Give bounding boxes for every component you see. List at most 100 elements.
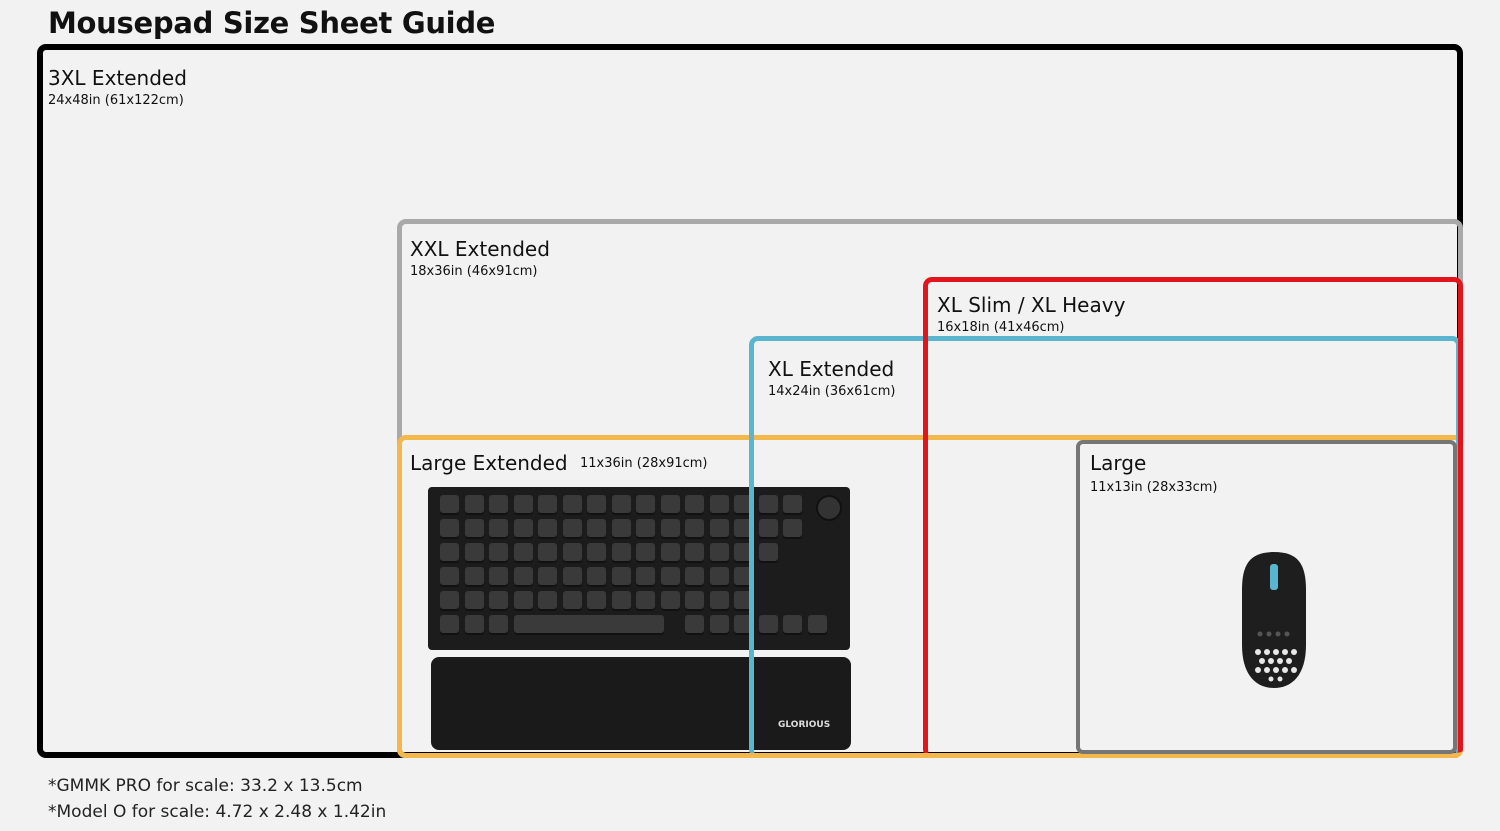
keyboard-key: [636, 567, 655, 585]
keyboard-key: [513, 567, 533, 585]
keyboard-key: [538, 519, 557, 537]
keyboard-key: [709, 519, 729, 537]
keyboard-key: [734, 495, 753, 513]
mouse-image: [1242, 552, 1306, 688]
keyboard-key: [587, 567, 606, 585]
keyboard-key: [513, 543, 533, 561]
size-xl-extended-label: XL Extended: [768, 357, 895, 381]
keyboard-key: [758, 615, 778, 633]
keyboard-knob: [816, 495, 842, 521]
footnote-keyboard-scale: *GMMK PRO for scale: 33.2 x 13.5cm: [48, 776, 363, 796]
keyboard-key: [758, 495, 778, 513]
keyboard-key: [709, 495, 729, 513]
keyboard-key: [709, 615, 729, 633]
keyboard-key: [513, 495, 533, 513]
keyboard-key: [562, 567, 582, 585]
keyboard-key: [685, 591, 704, 609]
keyboard-key: [587, 591, 606, 609]
size-large-dims: 11x13in (28x33cm): [1090, 480, 1218, 495]
keyboard-key: [758, 543, 778, 561]
keyboard-key: [538, 543, 557, 561]
keyboard-key: [464, 519, 484, 537]
keyboard-key: [734, 519, 753, 537]
keyboard-key: [685, 615, 704, 633]
keyboard-key: [636, 495, 655, 513]
keyboard-key: [783, 519, 802, 537]
keyboard-key: [440, 615, 459, 633]
keyboard-key: [709, 567, 729, 585]
keyboard-key: [709, 591, 729, 609]
keyboard-key: [513, 591, 533, 609]
size-xl-slim-heavy-label: XL Slim / XL Heavy: [937, 293, 1126, 317]
keyboard-key: [489, 615, 508, 633]
keyboard-key: [709, 543, 729, 561]
keyboard-key: [660, 543, 680, 561]
size-xl-slim-heavy-outline: [923, 277, 1463, 758]
keyboard-key: [685, 543, 704, 561]
size-large-extended-label: Large Extended: [410, 451, 568, 475]
keyboard-key: [464, 591, 484, 609]
keyboard-key: [440, 495, 459, 513]
keyboard-key: [685, 567, 704, 585]
size-large-outline: [1076, 440, 1457, 754]
keyboard-key: [440, 591, 459, 609]
keyboard-key: [538, 567, 557, 585]
keyboard-key: [440, 543, 459, 561]
keyboard-key: [685, 519, 704, 537]
keyboard-key: [734, 567, 753, 585]
size-xxl-extended-dims: 18x36in (46x91cm): [410, 264, 538, 279]
size-3xl-extended-label: 3XL Extended: [48, 66, 187, 90]
footnote-mouse-scale: *Model O for scale: 4.72 x 2.48 x 1.42in: [48, 802, 387, 822]
size-3xl-extended-dims: 24x48in (61x122cm): [48, 93, 184, 108]
keyboard-key: [464, 615, 484, 633]
keyboard-image: [428, 487, 850, 650]
keyboard-key: [587, 519, 606, 537]
keyboard-key: [464, 567, 484, 585]
keyboard-key: [636, 519, 655, 537]
keyboard-key: [587, 495, 606, 513]
keyboard-key: [636, 543, 655, 561]
keyboard-key: [464, 543, 484, 561]
keyboard-key: [660, 567, 680, 585]
keyboard-key: [513, 519, 533, 537]
keyboard-key: [489, 519, 508, 537]
keyboard-key: [734, 615, 753, 633]
keyboard-key: [807, 615, 827, 633]
keyboard-key: [562, 591, 582, 609]
keyboard-key: [562, 543, 582, 561]
glorious-logo: GLORIOUS: [778, 720, 831, 730]
keyboard-key: [734, 591, 753, 609]
keyboard-key: [660, 591, 680, 609]
keyboard-key: [464, 495, 484, 513]
keyboard-key: [587, 543, 606, 561]
keyboard-key: [783, 495, 802, 513]
size-large-label: Large: [1090, 451, 1147, 475]
keyboard-key: [489, 591, 508, 609]
keyboard-key: [513, 615, 664, 633]
keyboard-key: [734, 543, 753, 561]
size-xl-extended-dims: 14x24in (36x61cm): [768, 384, 896, 399]
size-large-extended-dims: 11x36in (28x91cm): [580, 456, 708, 471]
keyboard-key: [783, 615, 802, 633]
keyboard-key: [660, 519, 680, 537]
keyboard-key: [562, 495, 582, 513]
keyboard-key: [440, 567, 459, 585]
keyboard-key: [538, 591, 557, 609]
keyboard-key: [611, 567, 631, 585]
keyboard-key: [611, 543, 631, 561]
keyboard-key: [489, 495, 508, 513]
size-xxl-extended-label: XXL Extended: [410, 237, 550, 261]
keyboard-key: [611, 519, 631, 537]
size-xl-slim-heavy-dims: 16x18in (41x46cm): [937, 320, 1065, 335]
page-title: Mousepad Size Sheet Guide: [48, 6, 496, 40]
keyboard-key: [636, 591, 655, 609]
keyboard-key: [538, 495, 557, 513]
keyboard-key: [562, 519, 582, 537]
wrist-rest-image: [431, 657, 851, 750]
keyboard-key: [611, 591, 631, 609]
keyboard-key: [489, 543, 508, 561]
keyboard-key: [611, 495, 631, 513]
keyboard-key: [660, 495, 680, 513]
keyboard-key: [685, 495, 704, 513]
keyboard-key: [489, 567, 508, 585]
